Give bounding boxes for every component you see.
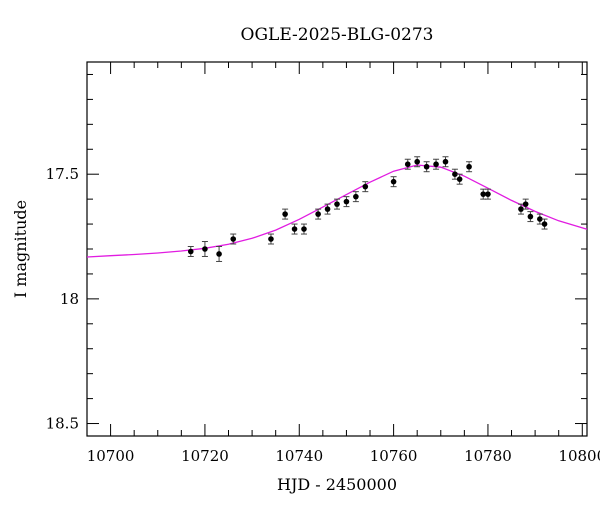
data-marker bbox=[485, 191, 491, 197]
data-point bbox=[451, 168, 458, 180]
data-point bbox=[522, 198, 529, 210]
data-point bbox=[282, 208, 289, 220]
plot-area bbox=[86, 61, 588, 437]
data-point bbox=[390, 176, 397, 188]
data-marker bbox=[230, 236, 237, 242]
y-tick-label: 17.5 bbox=[46, 165, 79, 183]
model-curve bbox=[86, 164, 588, 258]
data-point bbox=[466, 161, 473, 173]
data-point bbox=[404, 158, 411, 170]
x-tick-label: 10800 bbox=[558, 447, 600, 465]
axis-tick-labels: 10700 10720 10740 10760 10780 10800 17.5 18 18.5 bbox=[46, 165, 600, 465]
data-marker bbox=[187, 248, 194, 255]
data-marker bbox=[518, 206, 524, 212]
data-point bbox=[352, 191, 359, 203]
data-point bbox=[300, 223, 307, 235]
data-point bbox=[315, 208, 322, 220]
data-marker bbox=[541, 221, 548, 227]
data-point bbox=[423, 161, 430, 173]
y-tick-label: 18.5 bbox=[46, 415, 79, 433]
data-point bbox=[216, 246, 223, 262]
data-marker bbox=[414, 158, 420, 165]
data-marker bbox=[315, 211, 321, 217]
x-axis-label: HJD - 2450000 bbox=[277, 475, 397, 494]
x-tick-label: 10720 bbox=[181, 447, 229, 465]
data-point bbox=[362, 181, 369, 193]
data-point bbox=[442, 156, 449, 168]
data-point bbox=[201, 241, 208, 257]
data-marker bbox=[527, 213, 534, 220]
data-point bbox=[484, 188, 491, 200]
plot-frame bbox=[86, 61, 588, 437]
data-marker bbox=[324, 206, 331, 212]
data-point bbox=[414, 156, 421, 168]
axis-ticks bbox=[87, 62, 587, 436]
data-marker bbox=[334, 201, 340, 207]
data-point bbox=[541, 218, 548, 230]
model-layer bbox=[86, 164, 588, 258]
data-point bbox=[187, 246, 194, 257]
data-marker bbox=[404, 161, 411, 168]
data-point bbox=[291, 223, 298, 235]
data-marker bbox=[282, 211, 288, 217]
y-tick-label: 18 bbox=[60, 290, 79, 308]
data-marker bbox=[343, 198, 350, 205]
data-marker bbox=[202, 246, 208, 252]
data-marker bbox=[537, 216, 543, 222]
data-point bbox=[343, 196, 350, 208]
data-point bbox=[456, 173, 463, 185]
data-marker bbox=[466, 163, 472, 170]
data-marker bbox=[301, 226, 307, 232]
data-point bbox=[267, 233, 274, 245]
data-marker bbox=[442, 158, 449, 165]
chart-title: OGLE-2025-BLG-0273 bbox=[241, 25, 434, 45]
data-marker bbox=[353, 193, 359, 200]
x-tick-label: 10740 bbox=[275, 447, 323, 465]
data-point bbox=[324, 203, 331, 215]
data-marker bbox=[522, 201, 529, 207]
points-layer bbox=[187, 156, 548, 262]
data-marker bbox=[390, 178, 397, 185]
data-marker bbox=[433, 161, 439, 168]
data-marker bbox=[456, 176, 463, 182]
data-marker bbox=[452, 171, 458, 177]
data-marker bbox=[216, 251, 222, 257]
data-point bbox=[230, 233, 237, 245]
data-marker bbox=[423, 163, 430, 170]
x-tick-label: 10780 bbox=[464, 447, 512, 465]
data-marker bbox=[291, 226, 298, 232]
data-point bbox=[480, 188, 487, 200]
data-point bbox=[433, 158, 440, 170]
y-axis-label: I magnitude bbox=[11, 200, 30, 298]
x-tick-label: 10700 bbox=[87, 447, 135, 465]
data-marker bbox=[362, 183, 369, 190]
data-point bbox=[536, 213, 543, 225]
data-point bbox=[527, 211, 534, 223]
data-marker bbox=[480, 191, 487, 197]
x-tick-label: 10760 bbox=[370, 447, 418, 465]
data-marker bbox=[268, 236, 274, 242]
data-point bbox=[334, 198, 340, 210]
